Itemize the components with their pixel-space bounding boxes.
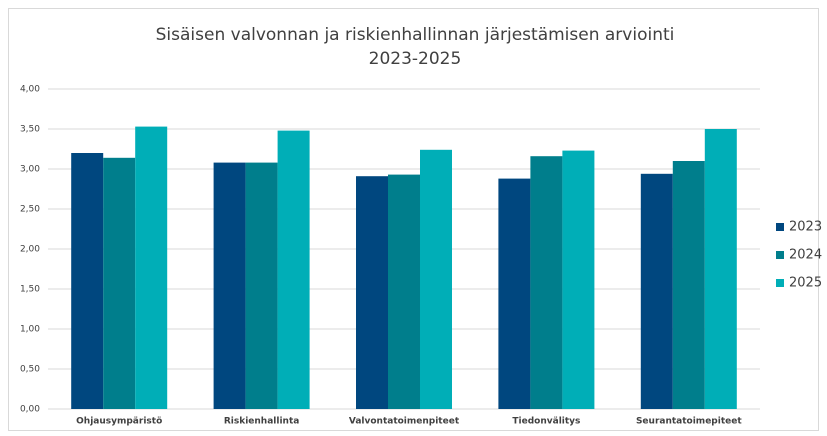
y-tick-label: 0,50 — [20, 365, 40, 375]
bar — [562, 150, 595, 409]
bar — [71, 153, 104, 409]
x-tick-label: Ohjausympäristö — [76, 417, 162, 427]
chart-title: Sisäisen valvonnan ja riskienhallinnan j… — [156, 25, 675, 45]
y-tick-label: 3,00 — [20, 165, 40, 175]
bar — [356, 176, 388, 409]
legend-swatch — [776, 251, 784, 259]
y-tick-label: 1,00 — [20, 325, 40, 335]
chart-title: 2023-2025 — [369, 49, 462, 69]
bar — [277, 130, 310, 409]
bar — [245, 162, 278, 409]
y-tick-label: 1,50 — [20, 285, 40, 295]
legend-label: 2024 — [789, 248, 822, 263]
y-tick-label: 0,00 — [20, 405, 40, 415]
x-tick-label: Tiedonvälitys — [512, 417, 580, 427]
y-tick-label: 2,50 — [20, 205, 40, 215]
x-tick-label: Valvontatoimenpiteet — [349, 417, 460, 427]
bar — [213, 162, 246, 409]
x-tick-label: Seurantatoimepiteet — [636, 417, 742, 427]
legend-swatch — [776, 279, 784, 287]
legend-label: 2023 — [789, 220, 822, 235]
y-tick-label: 3,50 — [20, 125, 40, 135]
bar — [704, 129, 737, 409]
bar — [420, 149, 452, 410]
y-tick-label: 2,00 — [20, 245, 40, 255]
bar — [103, 157, 136, 409]
bar — [640, 173, 673, 409]
bar — [135, 126, 168, 409]
legend-label: 2025 — [789, 276, 822, 291]
x-tick-label: Riskienhallinta — [224, 417, 299, 427]
bar — [498, 178, 531, 409]
bar — [388, 174, 420, 409]
y-tick-label: 4,00 — [20, 85, 40, 95]
legend-swatch — [776, 223, 784, 231]
bar — [672, 161, 705, 409]
bar — [530, 156, 563, 409]
